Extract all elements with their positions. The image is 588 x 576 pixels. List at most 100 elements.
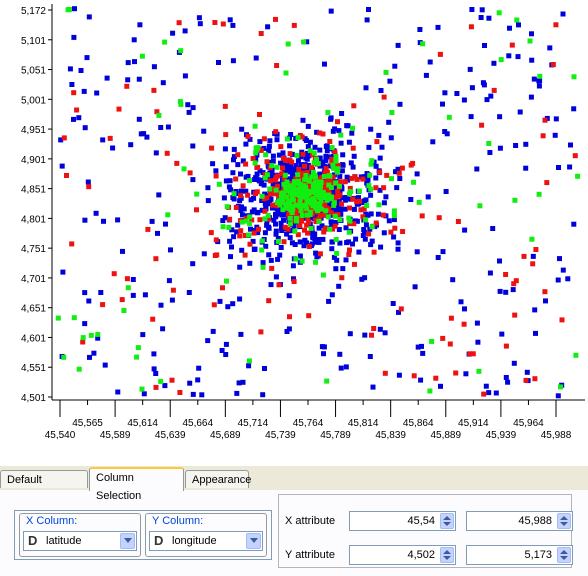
y-column-dropdown[interactable]: D longitude [149,531,263,551]
data-point [115,389,121,395]
data-point [438,383,443,389]
data-point [395,246,401,252]
data-point [304,212,310,218]
x-column-dropdown[interactable]: D latitude [23,531,137,551]
data-point [259,247,265,253]
data-point [125,77,131,83]
data-point [310,169,316,175]
data-point [555,277,561,283]
spinner-arrows-icon[interactable] [557,513,571,529]
y-max-spinner[interactable]: 5,173 [466,545,573,565]
data-point [323,157,329,163]
tab-default-settings[interactable]: Default Settings [0,470,88,504]
data-point [300,117,306,123]
x-max-spinner[interactable]: 45,988 [466,511,573,531]
data-point [273,211,278,217]
data-point [552,132,558,138]
x-min-spinner[interactable]: 45,54 [349,511,456,531]
chevron-down-icon[interactable] [246,533,261,549]
data-point [93,210,99,216]
data-point [153,384,159,390]
data-point [396,372,402,378]
data-point [364,17,370,23]
data-point [284,329,290,334]
data-point [266,143,272,149]
data-point [314,129,320,135]
tab-column-selection[interactable]: Column Selection [89,467,184,502]
data-point [488,93,494,99]
data-point [239,126,245,132]
data-point [278,144,284,150]
data-point [481,391,487,397]
data-point [115,217,121,223]
data-point [297,203,302,209]
data-point [197,21,203,27]
data-point [231,191,237,197]
data-point [299,258,305,264]
data-point [67,66,73,72]
data-point [155,230,160,236]
data-point [542,289,548,295]
data-point [531,76,537,82]
spinner-arrows-icon[interactable] [557,547,571,563]
data-point [343,195,349,200]
y-tick-label: 4,551 [21,363,46,374]
data-point [278,220,284,226]
data-point [478,15,484,20]
data-point [337,217,343,223]
spinner-arrows-icon[interactable] [440,547,454,563]
data-point [177,390,183,395]
data-point [343,364,349,370]
chevron-down-icon[interactable] [120,533,135,549]
y-tick-label: 4,951 [21,125,46,136]
tab-appearance[interactable]: Appearance [185,470,251,488]
data-point [533,330,538,336]
data-point [381,185,387,191]
data-point [313,250,319,256]
data-point [476,368,482,374]
y-min-spinner[interactable]: 4,502 [349,545,456,565]
data-point [390,301,396,306]
data-point [296,166,302,172]
data-point [347,205,353,211]
data-point [100,302,106,308]
data-point [386,218,392,224]
data-point [178,48,184,54]
data-point [251,230,257,236]
data-point [326,206,332,212]
data-point [274,63,280,68]
data-point [287,183,293,189]
data-point [511,281,517,287]
data-point [347,247,352,253]
scatter-plot[interactable]: 5,172 5,101 5,051 5,001 4,951 4,901 4,851 4,801… [0,0,588,466]
data-point [351,103,357,109]
data-point [305,144,311,150]
data-point [362,332,368,338]
data-point [506,53,512,59]
x-tick-label: 45,664 [182,418,213,429]
data-point [369,158,375,164]
data-point [289,171,295,177]
data-point [556,165,561,170]
data-point [298,170,304,176]
data-point [334,251,340,256]
data-point [247,221,253,227]
data-point [368,161,374,167]
data-point [553,116,559,122]
x-tick-label: 45,864 [403,418,434,429]
data-point [281,239,287,245]
data-point [279,212,285,218]
data-point [187,380,193,386]
data-point [213,173,219,179]
data-point [278,245,284,250]
data-point [257,112,262,117]
data-point [301,39,307,45]
data-point [328,219,334,225]
data-point [408,197,414,202]
spinner-arrows-icon[interactable] [440,513,454,529]
data-point [283,201,289,207]
data-point [513,143,519,148]
data-point [176,20,182,26]
data-point [571,106,577,112]
data-point [283,165,288,171]
